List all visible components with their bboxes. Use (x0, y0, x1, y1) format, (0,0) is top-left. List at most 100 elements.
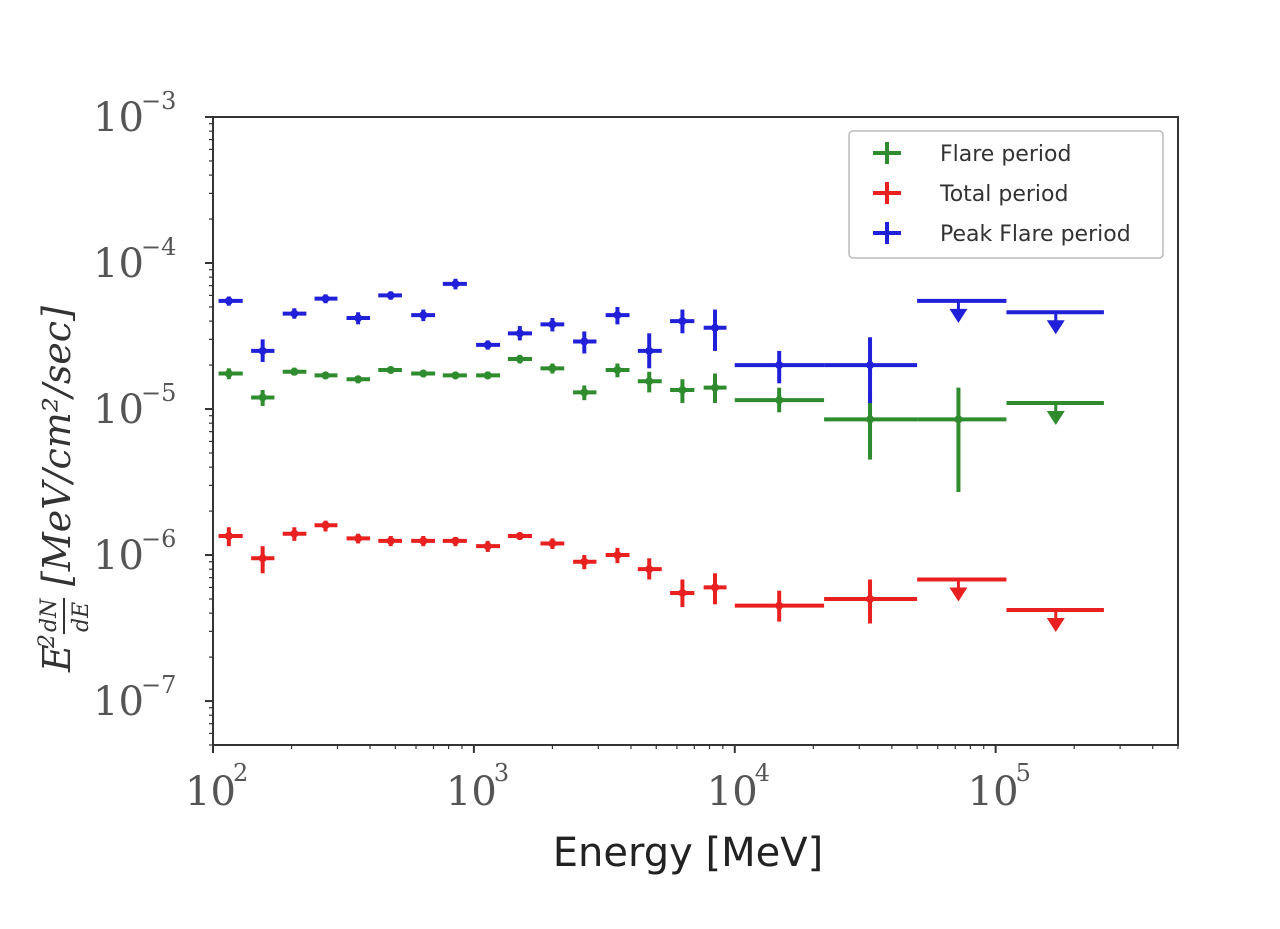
upper-limit-marker (1006, 310, 1104, 335)
legend-item: Total period (873, 182, 1068, 207)
legend-label: Total period (939, 182, 1068, 207)
upper-limit-marker (917, 577, 1007, 602)
data-point (734, 387, 825, 413)
y-tick-label: 10 (93, 679, 144, 725)
data-point (573, 331, 597, 354)
data-point (703, 573, 727, 605)
y-tick-exponent: −5 (141, 379, 176, 407)
data-point (282, 527, 307, 541)
x-axis-label: Energy [MeV] (553, 830, 823, 876)
svg-text:2: 2 (35, 634, 60, 649)
data-point (734, 350, 825, 384)
y-tick-label: 10 (93, 387, 144, 433)
svg-text:dE: dE (69, 602, 94, 632)
data-point (282, 367, 307, 376)
data-point (605, 547, 630, 564)
x-tick-label: 10 (707, 769, 758, 815)
data-point (507, 532, 532, 541)
data-point (442, 536, 467, 547)
data-point (218, 296, 243, 306)
data-point (670, 579, 695, 608)
series-peak-flare-period (218, 278, 1104, 403)
data-point (605, 363, 630, 378)
data-point (251, 389, 275, 406)
legend-label: Peak Flare period (940, 222, 1131, 247)
x-tick-label: 10 (968, 769, 1019, 815)
data-point (476, 371, 501, 380)
data-point (346, 533, 371, 544)
data-point (507, 354, 532, 364)
data-point (411, 536, 436, 547)
data-point (314, 371, 338, 380)
x-tick-exponent: 2 (233, 759, 248, 787)
data-point (314, 294, 338, 304)
data-point (605, 306, 630, 325)
data-point (411, 369, 436, 378)
legend: Flare period Total period Peak Flare perio… (848, 130, 1164, 259)
y-tick-label: 10 (93, 533, 144, 579)
x-tick-exponent: 4 (755, 759, 770, 787)
data-point (282, 308, 307, 319)
plot-frame (212, 116, 1179, 746)
data-point (218, 368, 243, 380)
x-tick-exponent: 3 (494, 759, 509, 787)
y-tick-exponent: −7 (141, 671, 176, 699)
series-layer (218, 278, 1104, 633)
y-tick-label: 10 (93, 95, 144, 141)
legend-box (848, 130, 1164, 259)
upper-limit-marker (917, 298, 1007, 323)
data-point (251, 546, 275, 574)
data-point (670, 309, 695, 334)
series-flare-period (218, 354, 1104, 493)
data-point (540, 318, 565, 332)
data-point (378, 536, 402, 547)
data-point (346, 312, 371, 325)
x-tick-label: 10 (446, 769, 497, 815)
data-point (218, 527, 243, 547)
y-tick-exponent: −3 (141, 87, 176, 115)
svg-text:[MeV/cm²/sec]: [MeV/cm²/sec] (35, 306, 79, 586)
data-point (703, 309, 727, 351)
y-tick-exponent: −6 (141, 525, 176, 553)
svg-text:dN: dN (37, 598, 62, 632)
data-point (314, 520, 338, 532)
data-point (476, 340, 501, 350)
x-tick-label: 10 (185, 769, 236, 815)
data-point (917, 387, 1007, 493)
upper-limit-marker (1006, 608, 1104, 633)
data-point (824, 337, 918, 403)
data-point (442, 278, 467, 290)
legend-label: Flare period (940, 142, 1071, 167)
data-point (670, 379, 695, 403)
data-point (824, 394, 918, 460)
legend-item: Flare period (873, 142, 1071, 167)
data-point (734, 590, 825, 622)
data-point (378, 366, 402, 375)
data-point (411, 309, 436, 322)
data-point (573, 555, 597, 570)
y-tick-label: 10 (93, 241, 144, 287)
data-point (507, 326, 532, 341)
data-point (637, 371, 662, 393)
data-point (573, 385, 597, 401)
data-point (346, 375, 371, 384)
data-point (637, 558, 662, 580)
data-point (824, 579, 918, 624)
data-point (251, 339, 275, 362)
y-tick-exponent: −4 (141, 233, 176, 261)
data-point (540, 538, 565, 549)
data-point (703, 373, 727, 403)
data-point (540, 363, 565, 374)
series-total-period (218, 520, 1104, 633)
x-tick-exponent: 5 (1016, 759, 1031, 787)
upper-limit-marker (1006, 400, 1104, 425)
legend-item: Peak Flare period (873, 222, 1131, 247)
data-point (442, 371, 467, 380)
data-point (637, 333, 662, 369)
data-point (476, 540, 501, 552)
y-axis-ticks: 10−310−410−510−610−7 (93, 87, 213, 746)
x-axis-ticks: 102 103 104 105 (185, 745, 1179, 815)
y-axis-label: E 2 dN dE [MeV/cm²/sec] (35, 306, 94, 673)
data-point (378, 291, 402, 300)
